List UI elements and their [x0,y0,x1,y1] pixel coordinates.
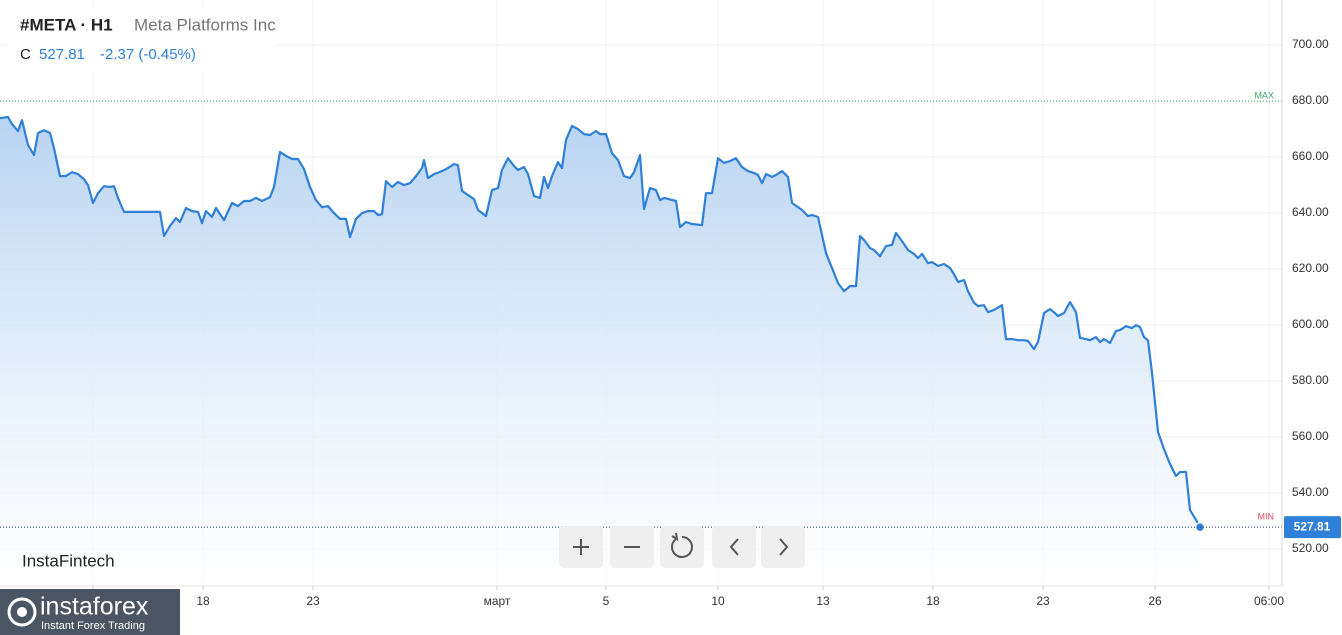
y-tick-label: 580.00 [1292,373,1329,387]
scroll-left-button[interactable] [712,526,756,568]
y-tick-label: 660.00 [1292,149,1329,163]
x-tick-label: 06:00 [1254,594,1284,608]
left-icon [729,538,739,556]
plus-icon [573,539,589,555]
price-tag [1284,516,1341,539]
x-tick-label: 18 [926,594,940,608]
area-fill [0,117,1200,586]
price-line [0,115,1201,528]
header-bg [8,8,278,72]
chart-title: #META · H1 [20,15,113,34]
logo-bg [0,589,180,635]
chart-subtitle: Meta Platforms Inc [134,15,276,34]
logo-name: instaforex [40,593,149,621]
x-tick-label: 10 [711,594,725,608]
reset-icon [671,532,679,541]
y-tick-label: 640.00 [1292,205,1329,219]
logo-icon [17,607,27,617]
x-tick-label: 26 [1148,594,1162,608]
y-tick-label: 540.00 [1292,485,1329,499]
right-icon [779,538,789,556]
x-tick-label: 5 [603,594,610,608]
y-tick-label: 700.00 [1292,37,1329,51]
scroll-right-button[interactable] [761,526,805,568]
close-value: 527.81 [39,46,85,63]
y-tick-label: 680.00 [1292,93,1329,107]
logo: instaforex Instant Forex Trading [0,589,180,635]
max-label: MAX [1254,90,1274,100]
min-label: MIN [1258,512,1275,522]
x-tick-label: 18 [196,594,210,608]
logo-icon [7,597,37,627]
x-tick-label: 23 [1036,594,1050,608]
x-tick-label: 23 [306,594,320,608]
watermark: InstaFintech [22,551,115,570]
close-label: C [20,46,31,63]
y-tick-label: 620.00 [1292,261,1329,275]
x-tick-label: март [484,594,511,608]
logo-tagline: Instant Forex Trading [41,620,145,632]
zoom-controls [559,526,805,568]
y-tick-label: 520.00 [1292,541,1329,555]
x-tick-label: 13 [816,594,830,608]
change: -2.37 (-0.45%) [100,46,196,63]
reset-icon [671,536,693,558]
reset-button[interactable] [660,526,704,568]
price-tag-label: 527.81 [1294,519,1331,533]
y-tick-label: 600.00 [1292,317,1329,331]
y-tick-label: 560.00 [1292,429,1329,443]
